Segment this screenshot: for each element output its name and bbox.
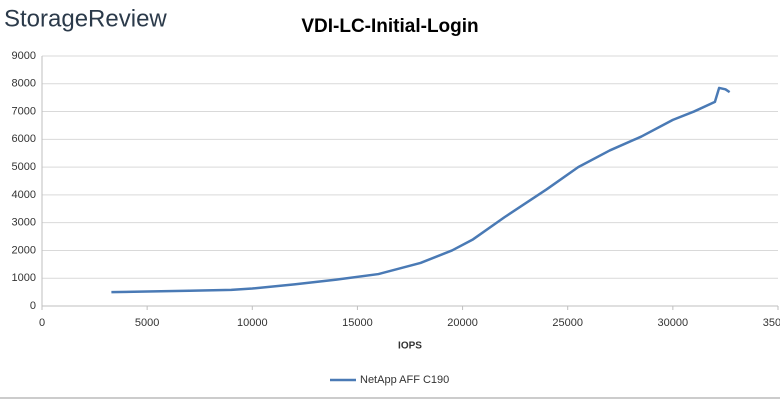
- x-tick-label: 25000: [552, 317, 583, 329]
- y-tick-label: 5000: [12, 161, 36, 173]
- x-tick-label: 5000: [135, 317, 159, 329]
- y-tick-label: 3000: [12, 217, 36, 229]
- x-tick-label: 20000: [447, 317, 478, 329]
- y-tick-label: 7000: [12, 105, 36, 117]
- logo: StorageReview: [4, 5, 167, 32]
- chart-title: VDI-LC-Initial-Login: [301, 16, 478, 37]
- y-tick-label: 9000: [12, 50, 36, 62]
- x-axis-label: IOPS: [398, 341, 422, 352]
- data-line: [111, 86, 731, 294]
- y-tick-label: 8000: [12, 78, 36, 90]
- x-tick-label: 30000: [658, 317, 689, 329]
- x-tick-label: 10000: [237, 317, 268, 329]
- legend-label: NetApp AFF C190: [360, 374, 449, 386]
- y-tick-label: 4000: [12, 189, 36, 201]
- y-tick-label: 0: [30, 300, 36, 312]
- y-tick-label: 2000: [12, 244, 36, 256]
- y-tick-label: 6000: [12, 133, 36, 145]
- x-tick-label: 0: [39, 317, 45, 329]
- y-tick-label: 1000: [12, 272, 36, 284]
- x-tick-label: 15000: [342, 317, 373, 329]
- x-tick-label: 35000: [763, 317, 780, 329]
